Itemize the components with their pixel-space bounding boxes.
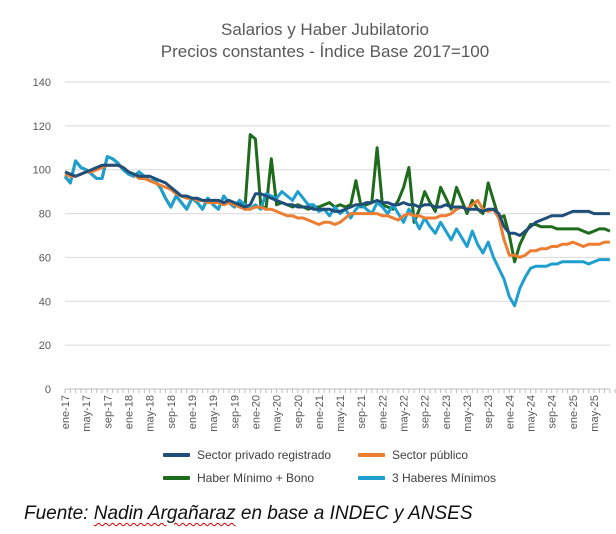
x-tick-label: sep-21 bbox=[356, 395, 368, 429]
series-line-sector-privado-registrado bbox=[64, 163, 610, 237]
legend-label: Haber Mínimo + Bono bbox=[197, 471, 315, 485]
source-author: Nadin Argañaraz bbox=[93, 503, 236, 524]
x-tick-label: ene-25 bbox=[568, 395, 580, 429]
source-note: Fuente: Nadin Argañaraz en base a INDEC … bbox=[24, 503, 473, 525]
legend-label: Sector público bbox=[392, 448, 469, 462]
x-tick-label: may-19 bbox=[208, 395, 220, 432]
legend-item-haber-bono: Haber Mínimo + Bono bbox=[163, 471, 314, 485]
chart-subtitle: Precios constantes - Índice Base 2017=10… bbox=[160, 42, 490, 61]
legend-item-3-haberes: 3 Haberes Mínimos bbox=[358, 471, 496, 485]
x-tick-label: may-20 bbox=[272, 395, 284, 432]
y-tick-label: 120 bbox=[33, 121, 51, 133]
legend-swatch bbox=[163, 476, 190, 480]
x-tick-label: sep-24 bbox=[547, 395, 559, 429]
x-tick-label: may-22 bbox=[399, 395, 411, 432]
x-tick-label: ene-20 bbox=[250, 395, 262, 429]
x-tick-label: sep-20 bbox=[293, 395, 305, 429]
y-tick-label: 100 bbox=[33, 165, 51, 177]
y-tick-label: 0 bbox=[45, 384, 51, 396]
x-tick-label: ene-18 bbox=[123, 395, 135, 429]
x-tick-label: ene-22 bbox=[377, 395, 389, 429]
x-tick-label: may-25 bbox=[589, 395, 601, 432]
x-tick-label: ene-23 bbox=[441, 395, 453, 429]
legend-swatch bbox=[358, 453, 385, 457]
x-tick-label: may-24 bbox=[526, 395, 538, 432]
y-tick-label: 140 bbox=[33, 77, 51, 89]
legend-label: 3 Haberes Mínimos bbox=[392, 471, 497, 485]
x-tick-label: may-18 bbox=[145, 395, 157, 432]
legend-item-privado: Sector privado registrado bbox=[163, 448, 331, 462]
chart-title: Salarios y Haber Jubilatorio bbox=[221, 20, 429, 39]
legend-swatch bbox=[163, 453, 190, 457]
source-prefix: Fuente: bbox=[24, 503, 94, 524]
legend-label: Sector privado registrado bbox=[197, 448, 332, 462]
y-tick-label: 80 bbox=[39, 209, 51, 221]
x-tick-label: sep-22 bbox=[420, 395, 432, 429]
x-tick-label: sep-18 bbox=[166, 395, 178, 429]
series-line-sector-p-blico bbox=[64, 163, 610, 259]
y-tick-label: 20 bbox=[39, 340, 51, 352]
x-tick-label: ene-24 bbox=[504, 395, 516, 429]
x-tick-label: sep-19 bbox=[229, 395, 241, 429]
x-tick-label: ene-19 bbox=[187, 395, 199, 429]
x-tick-label: sep-17 bbox=[102, 395, 114, 429]
x-tick-label: may-23 bbox=[462, 395, 474, 432]
x-tick-label: may-21 bbox=[335, 395, 347, 432]
y-tick-label: 40 bbox=[39, 296, 51, 308]
x-tick-label: ene-21 bbox=[314, 395, 326, 429]
legend-item-publico: Sector público bbox=[358, 448, 468, 462]
x-tick-label: may-17 bbox=[81, 395, 93, 432]
legend-swatch bbox=[358, 476, 385, 480]
y-tick-label: 60 bbox=[39, 252, 51, 264]
x-tick-label: sep-23 bbox=[483, 395, 495, 429]
x-tick-label: ene-17 bbox=[60, 395, 72, 429]
series-line-haber-m-nimo-bono bbox=[63, 133, 611, 264]
source-suffix: en base a INDEC y ANSES bbox=[235, 503, 473, 524]
